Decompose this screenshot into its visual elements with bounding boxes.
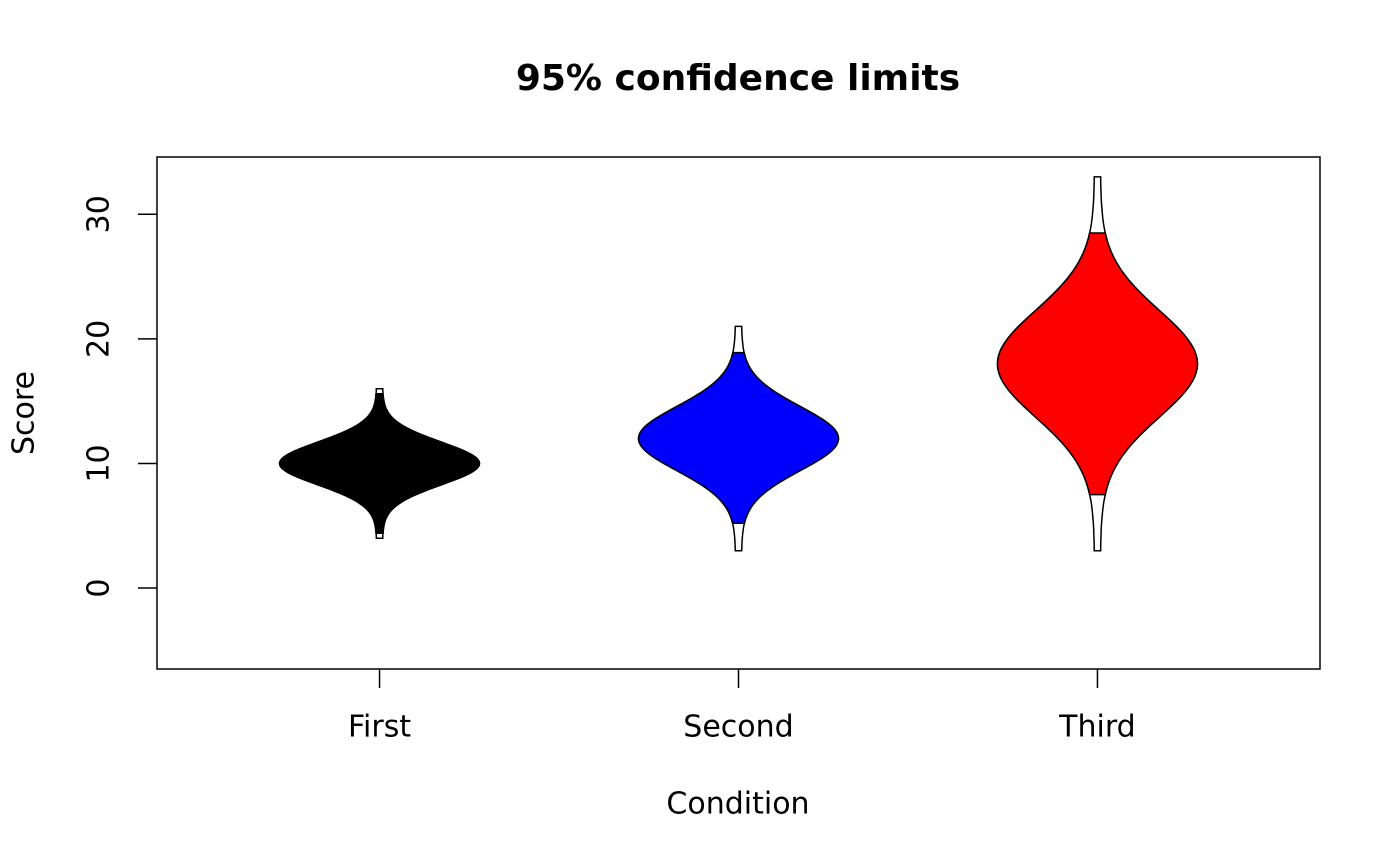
y-axis-label: Score [7,371,42,455]
x-tick-label: First [348,710,411,745]
confidence-region [637,351,840,524]
x-tick-label: Second [683,710,793,745]
y-tick-label: 30 [82,195,117,233]
chart-title: 95% confidence limits [516,58,960,99]
x-tick-label: Third [1058,710,1136,745]
x-axis-label: Condition [666,787,809,822]
confidence-region [996,232,1199,496]
y-tick-label: 10 [82,444,117,482]
y-tick-label: 0 [81,578,116,597]
y-tick-label: 20 [82,320,117,358]
confidence-region [278,392,481,534]
